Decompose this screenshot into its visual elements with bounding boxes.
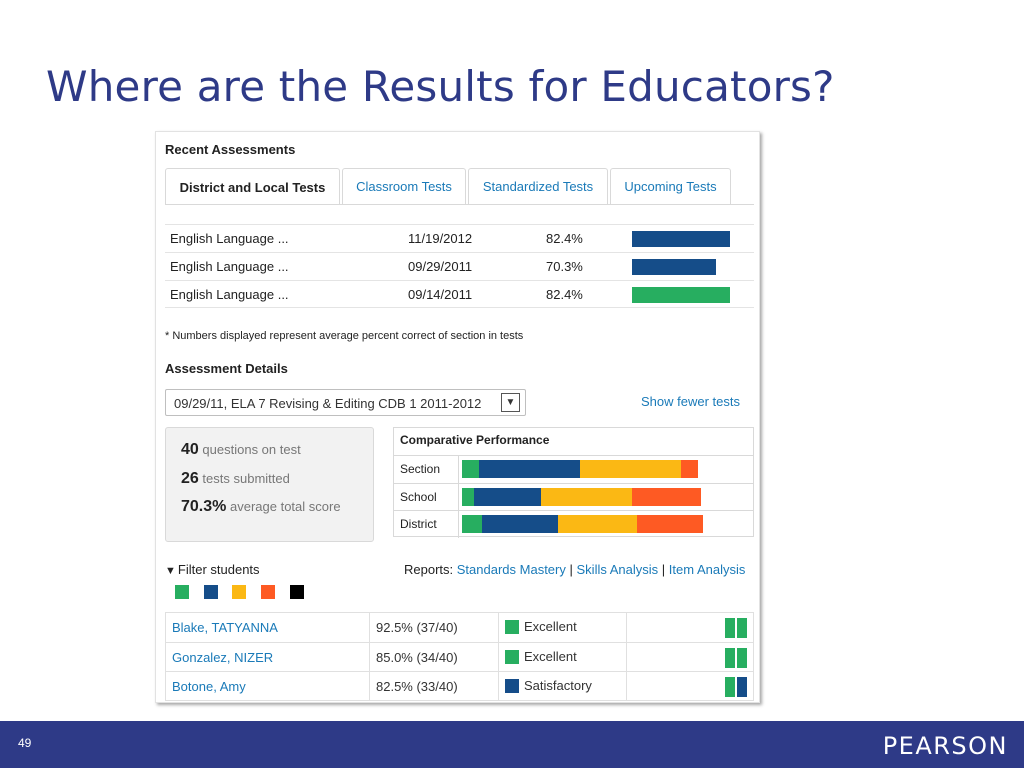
show-fewer-tests-link[interactable]: Show fewer tests [641, 394, 740, 409]
test-percent: 82.4% [546, 231, 583, 246]
test-select[interactable]: 09/29/11, ELA 7 Revising & Editing CDB 1… [165, 389, 526, 416]
comparative-row-section: Section [394, 455, 753, 483]
student-level: Satisfactory [524, 678, 592, 693]
segment-excellent [462, 460, 480, 478]
standards-mastery-link[interactable]: Standards Mastery [456, 562, 566, 577]
skills-analysis-link[interactable]: Skills Analysis [576, 562, 659, 577]
student-table: Blake, TATYANNA 92.5% (37/40) Excellent … [165, 612, 754, 701]
student-row[interactable]: Botone, Amy 82.5% (33/40) Satisfactory [166, 671, 753, 700]
recent-row[interactable]: English Language ... 09/14/2011 82.4% [165, 280, 754, 308]
test-percent: 70.3% [546, 259, 583, 274]
pearson-logo: PEARSON [882, 732, 1008, 760]
test-stats-box: 40 questions on test 26 tests submitted … [165, 427, 374, 542]
item-analysis-link[interactable]: Item Analysis [668, 562, 746, 577]
test-name: English Language ... [170, 259, 289, 274]
segment-satisfactory [474, 488, 541, 506]
student-level: Excellent [524, 619, 577, 634]
selected-test: 09/29/11, ELA 7 Revising & Editing CDB 1… [174, 396, 482, 411]
slide-footer: 49 PEARSON [0, 721, 1024, 768]
assessment-panel: Recent Assessments District and Local Te… [155, 131, 760, 703]
segment-poor [631, 488, 701, 506]
score-bar [632, 231, 731, 247]
mini-bar [725, 648, 735, 668]
comparative-row-school: School [394, 483, 753, 511]
reports-label: Reports: [404, 562, 454, 577]
percent-note: * Numbers displayed represent average pe… [165, 330, 524, 342]
tab-standardized-tests[interactable]: Standardized Tests [468, 168, 608, 204]
test-date: 09/14/2011 [408, 287, 473, 302]
student-score: 85.0% (34/40) [376, 650, 458, 665]
comparative-label: Section [400, 462, 441, 476]
recent-row[interactable]: English Language ... 11/19/2012 82.4% [165, 224, 754, 252]
student-score: 92.5% (37/40) [376, 620, 458, 635]
score-bar [632, 259, 716, 275]
page-number: 49 [18, 736, 32, 750]
comparative-label: District [400, 517, 437, 531]
level-swatch [505, 679, 519, 693]
mini-bar [725, 618, 735, 638]
tab-upcoming-tests[interactable]: Upcoming Tests [610, 168, 731, 204]
tab-district-local-tests[interactable]: District and Local Tests [165, 168, 340, 205]
test-name: English Language ... [170, 231, 289, 246]
filter-swatch-poor[interactable] [261, 585, 275, 599]
filter-swatch-excellent[interactable] [175, 585, 189, 599]
assessment-details-heading: Assessment Details [165, 361, 288, 376]
test-percent: 82.4% [546, 287, 583, 302]
test-date: 09/29/2011 [408, 259, 473, 274]
segment-poor [636, 515, 704, 533]
level-swatch [505, 650, 519, 664]
segment-poor [680, 460, 699, 478]
score-bar [632, 287, 731, 303]
reports-links: Reports: Standards Mastery | Skills Anal… [404, 562, 746, 577]
filter-swatch-none[interactable] [290, 585, 304, 599]
stat-tests-submitted: 26 tests submitted [181, 470, 290, 487]
tab-divider [165, 204, 754, 205]
segment-excellent [462, 515, 482, 533]
filter-swatch-satisfactory[interactable] [204, 585, 218, 599]
chevron-down-icon[interactable]: ▼ [501, 393, 520, 412]
recent-assessments-heading: Recent Assessments [165, 142, 296, 157]
comparative-row-district: District [394, 510, 753, 538]
segment-satisfactory [479, 460, 581, 478]
filter-swatch-fair[interactable] [232, 585, 246, 599]
comparative-performance: Comparative Performance Section School D… [393, 427, 754, 538]
student-level: Excellent [524, 649, 577, 664]
mini-bar [725, 677, 735, 697]
student-row[interactable]: Gonzalez, NIZER 85.0% (34/40) Excellent [166, 642, 753, 671]
tab-classroom-tests[interactable]: Classroom Tests [342, 168, 466, 204]
level-swatch [505, 620, 519, 634]
student-name-link[interactable]: Blake, TATYANNA [172, 620, 278, 635]
test-name: English Language ... [170, 287, 289, 302]
student-name-link[interactable]: Botone, Amy [172, 679, 246, 694]
segment-satisfactory [481, 515, 558, 533]
comparative-label: School [400, 490, 437, 504]
mini-bar [737, 677, 747, 697]
test-date: 11/19/2012 [408, 231, 473, 246]
comparative-title: Comparative Performance [400, 433, 550, 447]
recent-row[interactable]: English Language ... 09/29/2011 70.3% [165, 252, 754, 280]
student-score: 82.5% (33/40) [376, 679, 458, 694]
mini-bar [737, 618, 747, 638]
funnel-icon: ▼ [165, 565, 176, 577]
stat-questions: 40 questions on test [181, 441, 301, 458]
stat-average-score: 70.3% average total score [181, 498, 341, 515]
segment-fair [557, 515, 637, 533]
student-name-link[interactable]: Gonzalez, NIZER [172, 650, 274, 665]
filter-students[interactable]: ▼ Filter students [165, 562, 260, 577]
segment-fair [540, 488, 632, 506]
slide-title: Where are the Results for Educators? [46, 62, 835, 111]
mini-bar [737, 648, 747, 668]
segment-fair [580, 460, 681, 478]
segment-excellent [462, 488, 475, 506]
student-row[interactable]: Blake, TATYANNA 92.5% (37/40) Excellent [166, 613, 753, 642]
